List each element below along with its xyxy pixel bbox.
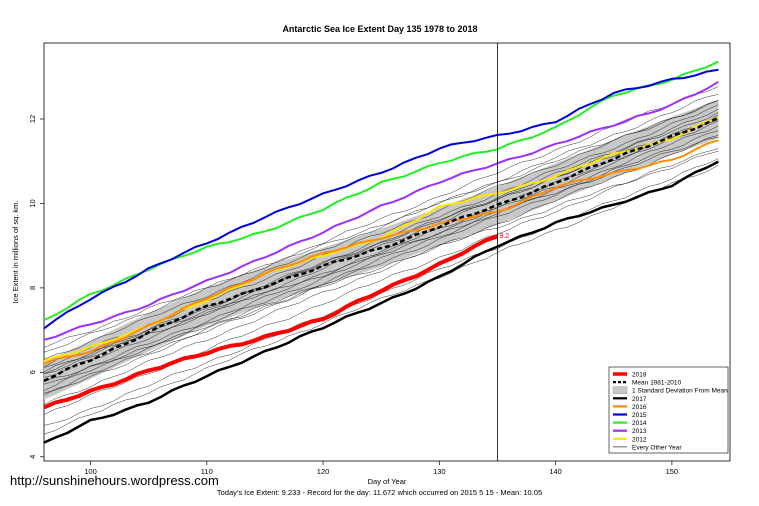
series-2016-line: [43, 139, 719, 365]
other-year-line: [43, 150, 719, 382]
legend-label-2017: 2017: [632, 396, 647, 403]
other-year-line: [43, 100, 719, 348]
series-2014-line: [43, 60, 719, 322]
y-tick-label: 6: [28, 370, 37, 374]
other-year-line: [43, 94, 719, 360]
legend-label-2015: 2015: [632, 412, 647, 419]
plot-area: 9.2: [43, 42, 731, 462]
plot-frame: [43, 42, 731, 462]
marker-label: 9.2: [499, 233, 509, 240]
x-tick-label: 110: [201, 467, 213, 476]
other-year-line: [43, 130, 719, 396]
y-tick-label: 12: [28, 115, 37, 123]
x-tick-label: 100: [84, 467, 97, 476]
other-year-line: [43, 125, 719, 394]
y-axis-label: Ice Extent in millions of sq. km.: [11, 201, 20, 304]
legend-label-sd: 1 Standard Deviation From Mean: [632, 388, 728, 395]
other-year-line: [43, 148, 719, 415]
x-tick-label: 150: [666, 467, 679, 476]
legend-label-2018: 2018: [632, 372, 647, 379]
legend-label-2016: 2016: [632, 404, 647, 411]
series-2017-line: [43, 160, 719, 444]
other-year-line: [43, 114, 719, 368]
legend-label-2013: 2013: [632, 428, 647, 435]
x-tick-label: 120: [317, 467, 330, 476]
series-mean-line: [43, 116, 719, 383]
x-tick-label: 130: [433, 467, 446, 476]
other-year-line: [43, 164, 719, 435]
watermark-url: http://sunshinehours.wordpress.com: [10, 473, 219, 488]
legend-label-2014: 2014: [632, 420, 647, 427]
legend-label-2012: 2012: [632, 436, 647, 443]
x-tick-label: 140: [549, 467, 562, 476]
legend-label-other: Every Other Year: [632, 444, 682, 451]
y-axis: 4 6 8 10 12: [28, 115, 44, 459]
chart-title: Antarctic Sea Ice Extent Day 135 1978 to…: [282, 24, 477, 34]
footer-summary: Today's Ice Extent: 9.233 - Record for t…: [216, 488, 543, 497]
series-2018-line: [43, 234, 499, 410]
x-axis: 100 110 120 130 140 150: [84, 461, 678, 476]
series-2013-line: [43, 80, 719, 341]
x-axis-label: Day of Year: [368, 477, 407, 486]
other-year-line: [43, 86, 719, 353]
legend-label-mean: Mean 1981-2010: [632, 380, 682, 387]
legend-box: [608, 366, 729, 454]
y-tick-label: 4: [28, 455, 37, 459]
series-2015-line: [43, 68, 719, 330]
other-year-line: [43, 119, 719, 385]
y-tick-label: 8: [28, 286, 37, 290]
y-tick-label: 10: [28, 199, 37, 207]
other-year-line: [43, 135, 719, 405]
legend-swatch-sd: [612, 386, 628, 394]
sd-band: [44, 100, 719, 400]
